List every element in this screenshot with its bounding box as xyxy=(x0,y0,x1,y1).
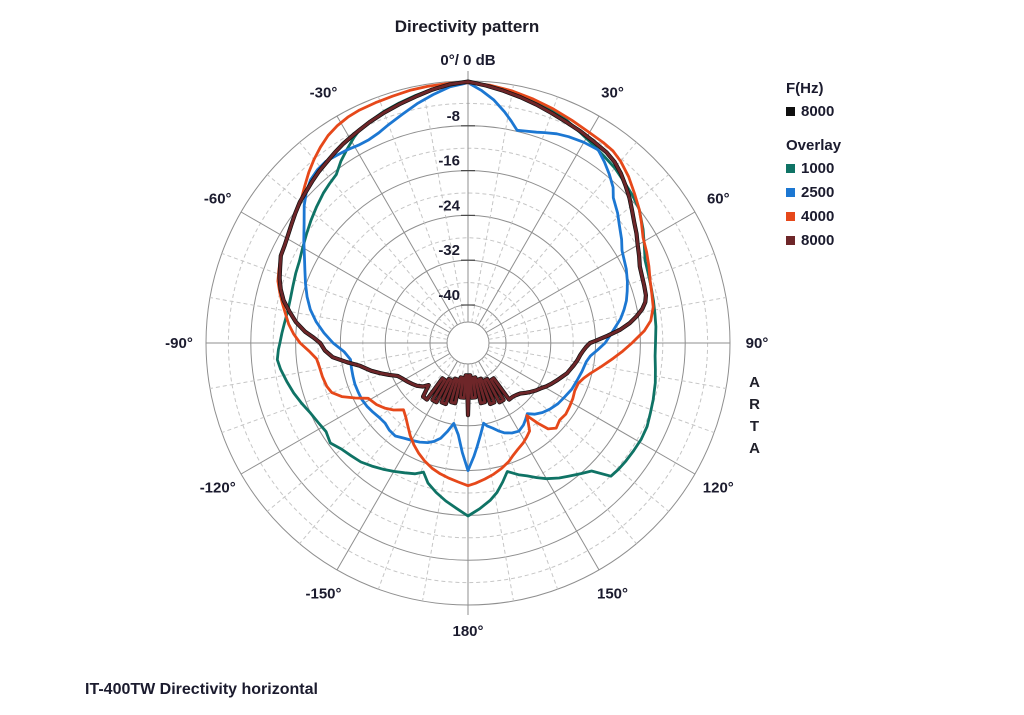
legend-swatch-2500 xyxy=(786,187,795,197)
angle-label--30: -30° xyxy=(310,85,338,102)
angle-label--90: -90° xyxy=(165,335,193,352)
angle-label--150: -150° xyxy=(305,585,341,602)
angle-label--60: -60° xyxy=(204,191,232,208)
legend-swatch-4000 xyxy=(786,211,795,221)
legend-row-2500: 2500 xyxy=(786,180,841,204)
figure-caption: IT-400TW Directivity horizontal xyxy=(85,681,318,698)
db-label: -8 xyxy=(447,108,460,125)
legend-row-8000: 8000 xyxy=(786,228,841,252)
legend-row-4000: 4000 xyxy=(786,204,841,228)
angle-label-30: 30° xyxy=(601,85,624,102)
legend-freq-header: F(Hz) xyxy=(786,80,824,97)
legend-overlay-header: Overlay xyxy=(786,137,842,154)
db-label: -24 xyxy=(438,197,460,214)
angle-label-60: 60° xyxy=(707,191,730,208)
legend-swatch-current xyxy=(786,106,795,116)
db-label: -32 xyxy=(438,242,460,259)
legend-label-2500: 2500 xyxy=(801,183,835,201)
series-current-8000 xyxy=(277,79,649,418)
angle-label-180: 180° xyxy=(452,623,483,640)
polar-grid xyxy=(205,71,731,615)
legend-swatch-1000 xyxy=(786,163,795,173)
db-label: -16 xyxy=(438,153,460,170)
angle-label-90: 90° xyxy=(746,335,769,352)
legend-label-8000: 8000 xyxy=(801,231,835,249)
angle-label-120: 120° xyxy=(703,480,734,497)
db-label: -40 xyxy=(438,287,460,304)
legend-current-label: 8000 xyxy=(801,102,835,120)
legend-label-4000: 4000 xyxy=(801,207,835,225)
top-angle-label: 0°/ 0 dB xyxy=(440,52,495,69)
legend: F(Hz) 8000 Overlay 1000 2500 4000 8000 xyxy=(786,79,841,252)
arta-watermark: ARTA xyxy=(746,374,763,462)
angle-label-150: 150° xyxy=(597,585,628,602)
legend-swatch-8000 xyxy=(786,235,795,245)
angle-label--120: -120° xyxy=(200,480,236,497)
series-curves xyxy=(275,79,658,518)
legend-label-1000: 1000 xyxy=(801,159,835,177)
polar-labels: 0°/ 0 dB -8 -16 -24 -32 -40 -30° 30° -60° 60° -90°… xyxy=(165,52,768,640)
legend-current-row: 8000 xyxy=(786,99,841,123)
series-8000 xyxy=(278,80,648,417)
series-4000 xyxy=(276,81,655,488)
page-title: Directivity pattern xyxy=(394,17,540,36)
legend-row-1000: 1000 xyxy=(786,156,841,180)
